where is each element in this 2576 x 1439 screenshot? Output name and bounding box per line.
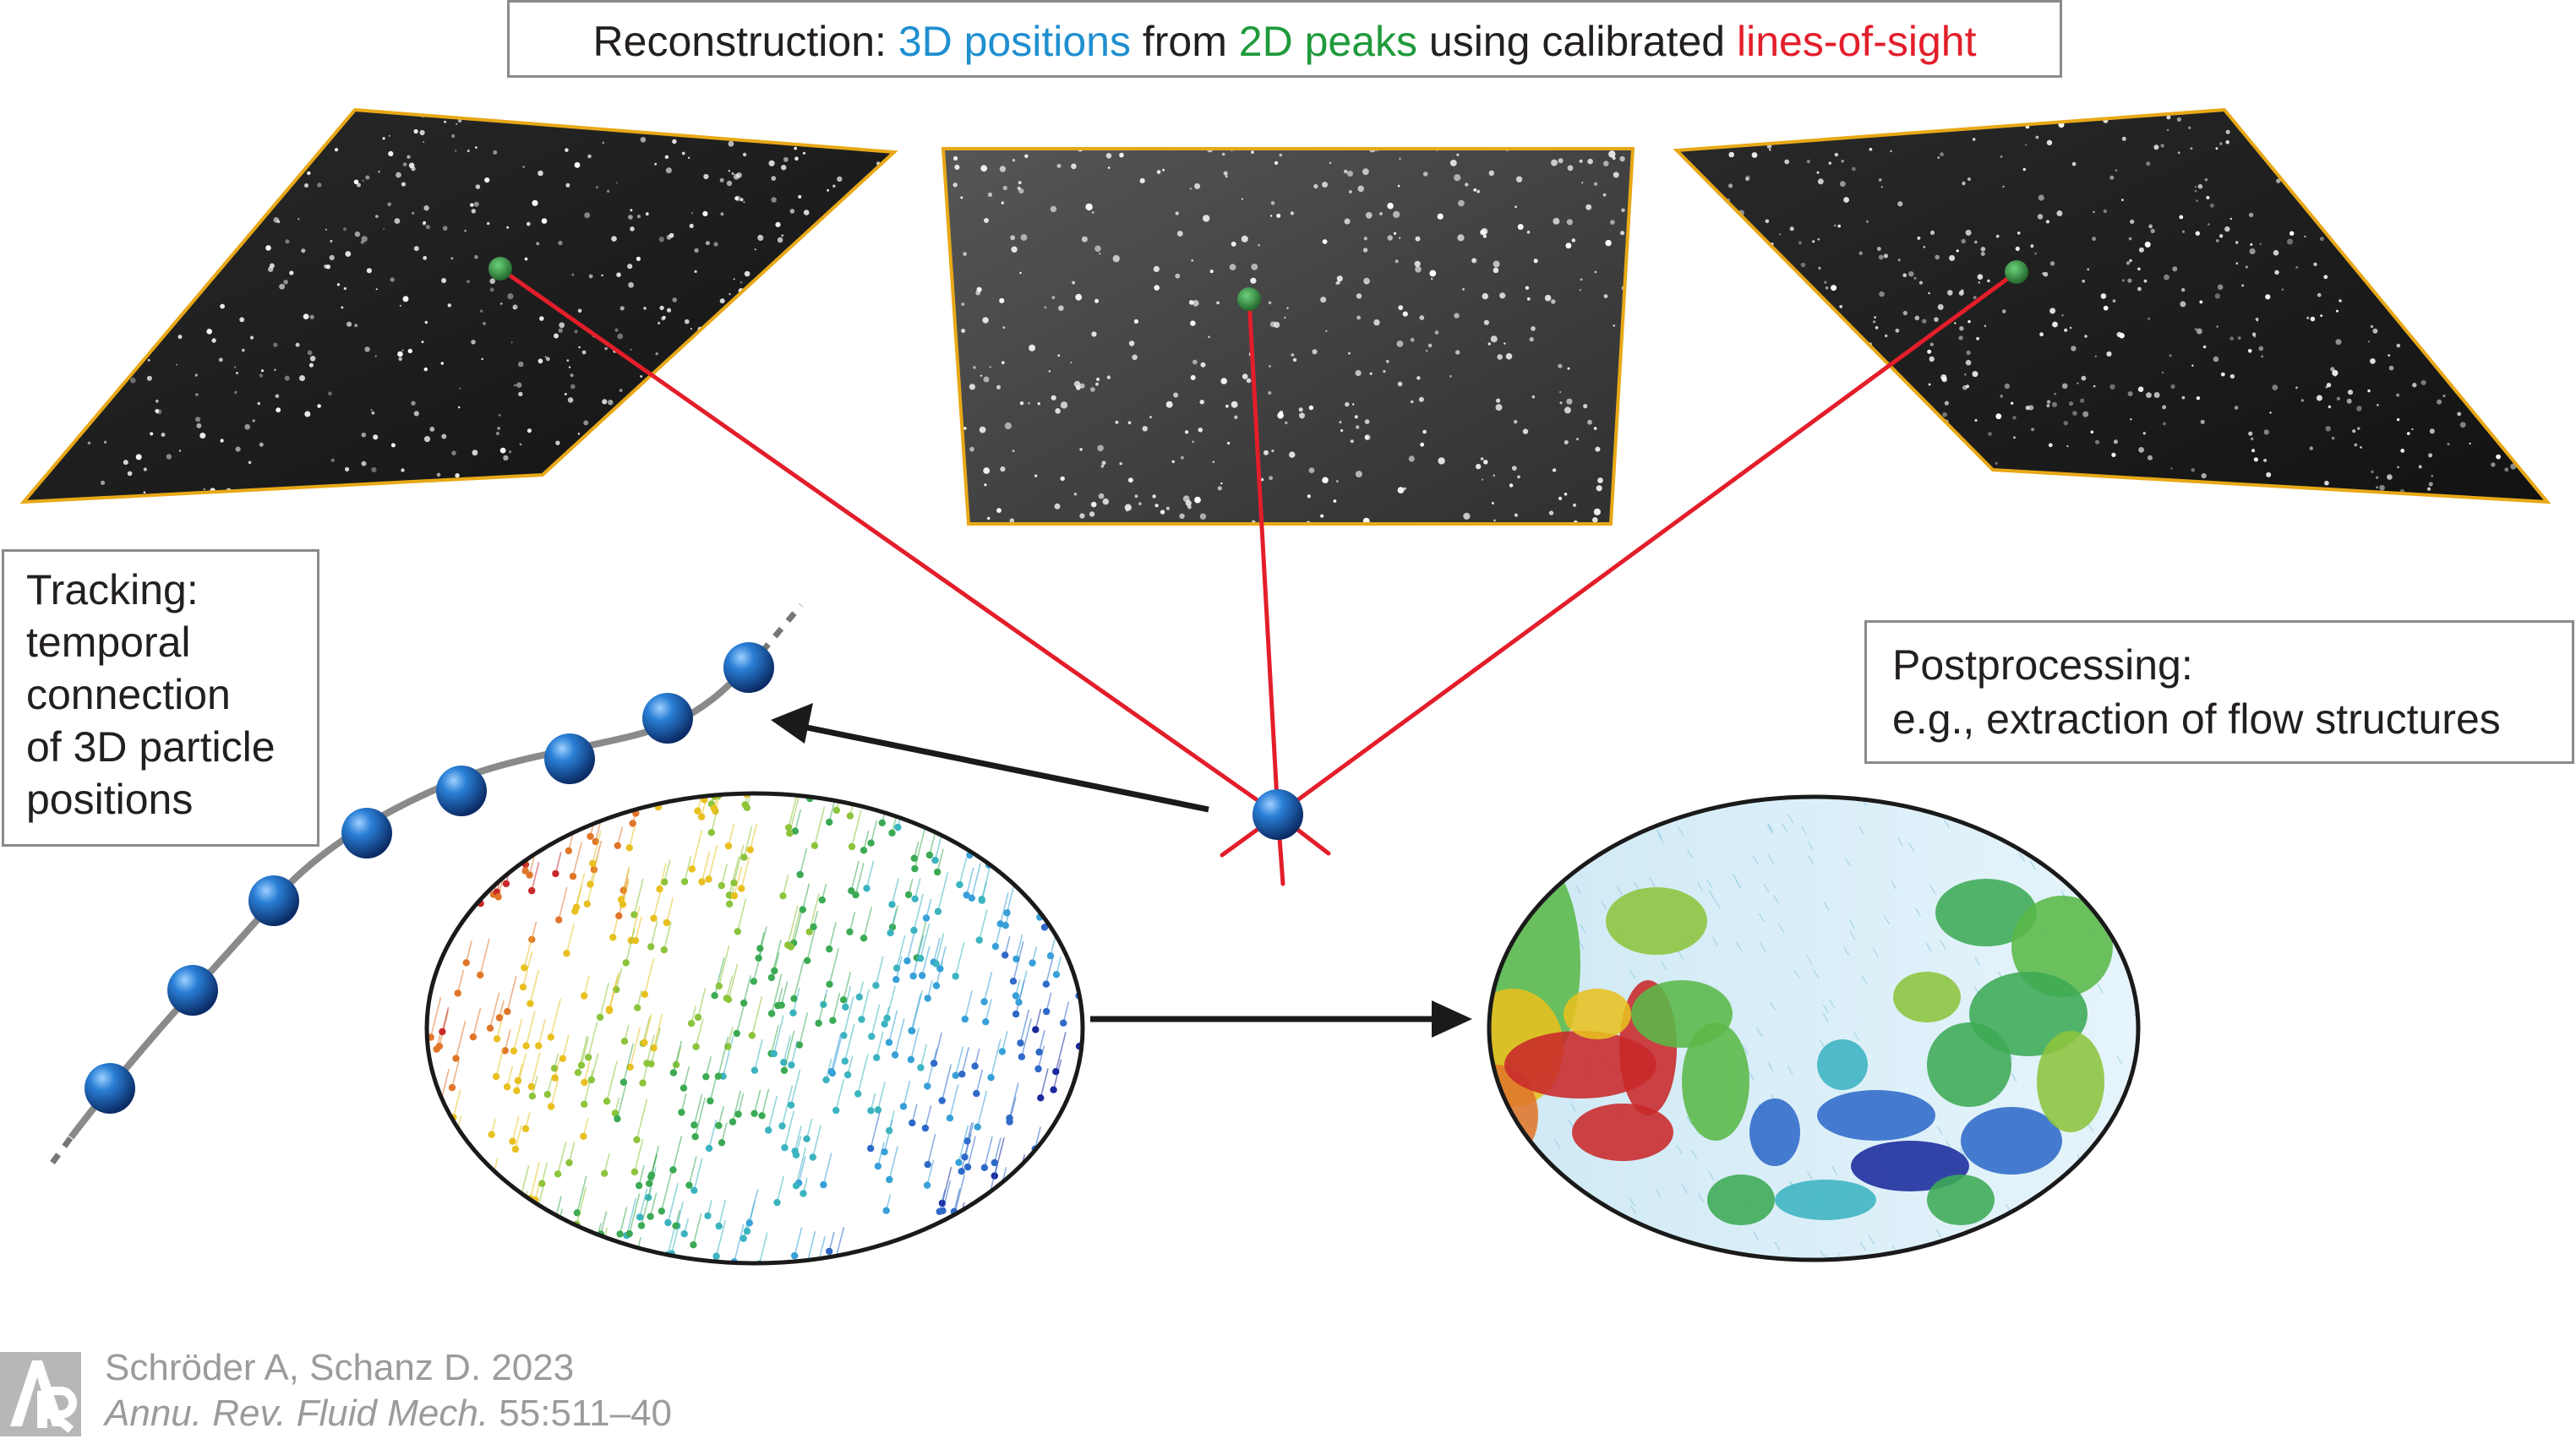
camera-image-right xyxy=(1673,107,2551,504)
title-3d-positions: 3D positions xyxy=(898,18,1131,65)
track-particle-4 xyxy=(341,808,392,858)
tracking-line-5: positions xyxy=(26,776,194,823)
track-particle-7 xyxy=(642,693,693,744)
flow-structures-ellipse xyxy=(1487,794,2141,1262)
annual-reviews-logo xyxy=(0,1352,81,1436)
track-extension-start xyxy=(50,1135,74,1165)
line-of-sight-center xyxy=(1247,297,1280,817)
tracking-line-4: of 3D particle xyxy=(26,723,276,771)
particle-track xyxy=(50,602,804,1165)
2d-peak-left xyxy=(488,257,512,281)
track-particle-1 xyxy=(85,1063,135,1114)
arrow-to-postprocessing xyxy=(1090,1000,1472,1038)
track-particle-5 xyxy=(436,766,487,816)
title-mid-1: from xyxy=(1130,18,1239,65)
camera-image-left xyxy=(19,107,898,504)
citation-pages: 55:511–40 xyxy=(488,1393,673,1434)
citation-credit: Schröder A, Schanz D. 2023 Annu. Rev. Fl… xyxy=(0,1347,761,1439)
citation-journal: Annu. Rev. Fluid Mech. xyxy=(105,1393,489,1434)
citation-authors: Schröder A, Schanz D. 2023 xyxy=(105,1347,575,1388)
tracking-line-2: temporal xyxy=(26,619,191,666)
camera-image-center xyxy=(941,147,1635,526)
tracking-line-3: connection xyxy=(26,671,231,718)
reconstructed-3d-particle xyxy=(1253,789,1303,840)
title-2d-peaks: 2D peaks xyxy=(1238,18,1417,65)
tracking-line-1: Tracking: xyxy=(26,566,199,613)
track-extension-end xyxy=(746,602,804,670)
line-of-sight-right xyxy=(1275,270,2019,817)
postprocessing-line-1: Postprocessing: xyxy=(1892,641,2193,689)
2d-peak-right xyxy=(2005,260,2028,284)
reconstruction-title-box: Reconstruction: 3D positions from 2D pea… xyxy=(507,0,2062,78)
track-particle-2 xyxy=(167,965,218,1016)
line-of-sight-left xyxy=(498,266,1280,817)
citation-journal-line: Annu. Rev. Fluid Mech. 55:511–40 xyxy=(105,1393,672,1435)
title-lines-of-sight: lines-of-sight xyxy=(1737,18,1977,65)
track-particle-6 xyxy=(544,733,595,784)
particle-tracks-ellipse xyxy=(424,791,1085,1266)
title-mid-2: using calibrated xyxy=(1417,18,1738,65)
tracking-label-box: Tracking: temporal connection of 3D part… xyxy=(2,549,319,847)
title-prefix: Reconstruction: xyxy=(592,18,898,65)
track-particle-8 xyxy=(723,642,774,693)
postprocessing-label-box: Postprocessing: e.g., extraction of flow… xyxy=(1864,620,2574,764)
arrow-to-tracking xyxy=(771,703,1209,813)
postprocessing-line-2: e.g., extraction of flow structures xyxy=(1892,695,2501,743)
track-particle-3 xyxy=(248,875,299,926)
2d-peak-center xyxy=(1237,287,1261,311)
